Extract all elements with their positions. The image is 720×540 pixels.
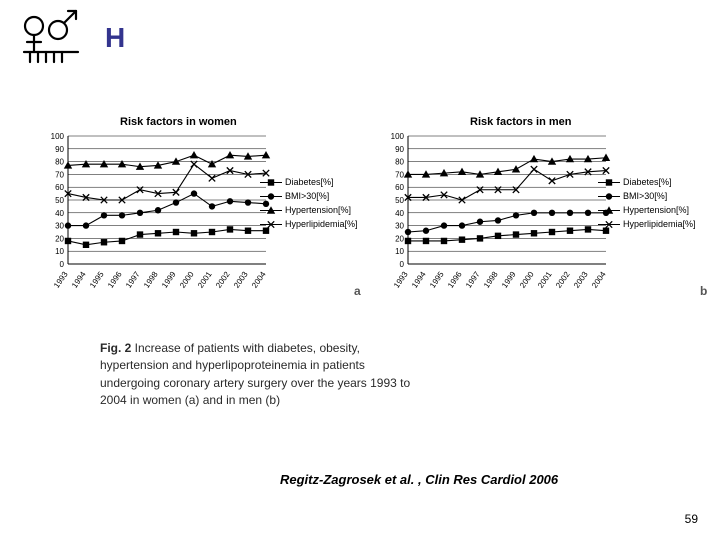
- citation-text: Regitz-Zagrosek et al. , Clin Res Cardio…: [280, 472, 558, 487]
- subplot-letter-a: a: [354, 284, 361, 298]
- svg-text:100: 100: [391, 132, 405, 141]
- svg-text:50: 50: [395, 196, 404, 205]
- svg-text:50: 50: [55, 196, 64, 205]
- legend-label: Diabetes[%]: [285, 176, 334, 189]
- svg-text:40: 40: [395, 209, 404, 218]
- svg-text:1995: 1995: [88, 270, 106, 290]
- legend-item-diabetes: Diabetes[%]: [598, 176, 696, 189]
- legend-label: Hypertension[%]: [623, 204, 689, 217]
- svg-text:2004: 2004: [590, 270, 608, 290]
- legend-label: Hyperlipidemia[%]: [285, 218, 358, 231]
- legend-item-hypertension: Hypertension[%]: [260, 204, 358, 217]
- legend-item-bmi: BMI>30[%]: [260, 190, 358, 203]
- legend-label: BMI>30[%]: [285, 190, 329, 203]
- svg-text:2004: 2004: [250, 270, 268, 290]
- svg-text:1993: 1993: [392, 270, 410, 290]
- svg-text:1996: 1996: [106, 270, 124, 290]
- svg-text:2003: 2003: [232, 270, 250, 290]
- svg-text:2001: 2001: [536, 270, 554, 290]
- legend-label: Hyperlipidemia[%]: [623, 218, 696, 231]
- svg-text:80: 80: [395, 158, 404, 167]
- svg-text:1995: 1995: [428, 270, 446, 290]
- svg-text:80: 80: [55, 158, 64, 167]
- svg-text:1996: 1996: [446, 270, 464, 290]
- svg-text:1999: 1999: [160, 270, 178, 290]
- svg-text:0: 0: [60, 260, 65, 269]
- svg-text:60: 60: [395, 183, 404, 192]
- svg-text:2001: 2001: [196, 270, 214, 290]
- svg-text:2003: 2003: [572, 270, 590, 290]
- legend-item-hypertension: Hypertension[%]: [598, 204, 696, 217]
- svg-text:30: 30: [55, 222, 64, 231]
- svg-text:60: 60: [55, 183, 64, 192]
- legend-item-hyperlipidemia: Hyperlipidemia[%]: [260, 218, 358, 231]
- chart-b-title: Risk factors in men: [470, 116, 571, 128]
- svg-text:40: 40: [55, 209, 64, 218]
- caption-text: Increase of patients with diabetes, obes…: [100, 341, 410, 407]
- chart-a-svg: 0102030405060708090100199319941995199619…: [40, 130, 272, 304]
- svg-text:90: 90: [55, 145, 64, 154]
- legend-label: Hypertension[%]: [285, 204, 351, 217]
- svg-text:30: 30: [395, 222, 404, 231]
- svg-text:1998: 1998: [482, 270, 500, 290]
- page-number: 59: [685, 512, 698, 526]
- svg-text:1998: 1998: [142, 270, 160, 290]
- svg-text:70: 70: [395, 170, 404, 179]
- svg-text:20: 20: [395, 234, 404, 243]
- logo-glyph: [18, 8, 88, 69]
- legend-item-hyperlipidemia: Hyperlipidemia[%]: [598, 218, 696, 231]
- svg-text:1997: 1997: [464, 270, 482, 290]
- figure-caption: Fig. 2 Increase of patients with diabete…: [100, 340, 420, 410]
- svg-text:20: 20: [55, 234, 64, 243]
- svg-text:1994: 1994: [410, 270, 428, 290]
- svg-text:2002: 2002: [214, 270, 232, 290]
- legend-item-bmi: BMI>30[%]: [598, 190, 696, 203]
- legend-item-diabetes: Diabetes[%]: [260, 176, 358, 189]
- legend-label: BMI>30[%]: [623, 190, 667, 203]
- subplot-letter-b: b: [700, 284, 707, 298]
- svg-text:100: 100: [51, 132, 65, 141]
- header-letter: H: [105, 22, 125, 54]
- chart-b-svg: 0102030405060708090100199319941995199619…: [380, 130, 612, 304]
- caption-label: Fig. 2: [100, 341, 131, 355]
- svg-text:0: 0: [400, 260, 405, 269]
- svg-text:2000: 2000: [518, 270, 536, 290]
- svg-text:10: 10: [55, 247, 64, 256]
- legend-label: Diabetes[%]: [623, 176, 672, 189]
- chart-a-title: Risk factors in women: [120, 116, 237, 128]
- legend-b: Diabetes[%]BMI>30[%]Hypertension[%]Hyper…: [598, 176, 696, 232]
- svg-text:2000: 2000: [178, 270, 196, 290]
- svg-text:2002: 2002: [554, 270, 572, 290]
- svg-text:70: 70: [55, 170, 64, 179]
- svg-text:1997: 1997: [124, 270, 142, 290]
- svg-text:90: 90: [395, 145, 404, 154]
- legend-a: Diabetes[%]BMI>30[%]Hypertension[%]Hyper…: [260, 176, 358, 232]
- svg-text:10: 10: [395, 247, 404, 256]
- svg-text:1994: 1994: [70, 270, 88, 290]
- svg-text:1999: 1999: [500, 270, 518, 290]
- svg-text:1993: 1993: [52, 270, 70, 290]
